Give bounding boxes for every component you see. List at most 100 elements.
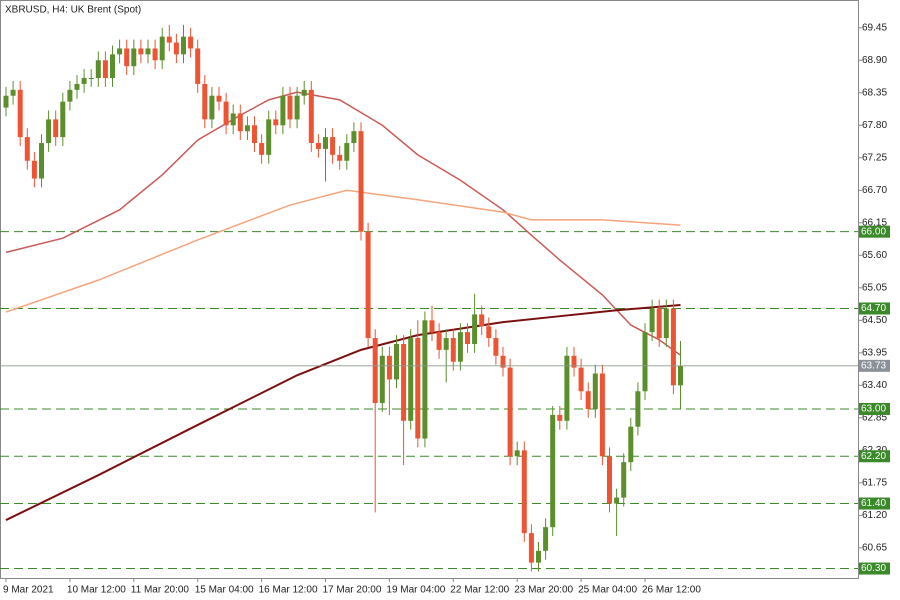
candle-body — [450, 338, 456, 362]
candle-body — [188, 36, 194, 49]
candle-body — [365, 231, 371, 339]
candle-body — [323, 137, 328, 149]
candle-body — [244, 125, 250, 132]
candle-body — [259, 143, 265, 155]
candle-body — [166, 36, 172, 43]
y-tick-label: 61.75 — [862, 477, 887, 488]
candle-body — [10, 89, 16, 96]
candle-body — [635, 391, 641, 427]
level-label-box — [859, 562, 890, 575]
candle-body — [88, 78, 94, 80]
candle-body — [429, 320, 435, 333]
candle-body — [599, 373, 605, 457]
candle-body — [273, 119, 279, 126]
x-tick-label: 25 Mar 04:00 — [578, 585, 637, 596]
level-label-box — [859, 225, 890, 238]
y-tick-label: 63.40 — [862, 380, 887, 391]
candle-body — [507, 367, 513, 457]
candle-body — [60, 101, 66, 138]
candle-body — [678, 365, 683, 386]
moving-average — [5, 189, 681, 313]
candle-body — [230, 113, 236, 126]
candle-body — [585, 391, 591, 409]
candle-body — [557, 414, 563, 421]
candle-body — [472, 314, 478, 344]
candle-body — [386, 355, 392, 380]
candle-body — [649, 308, 655, 333]
y-tick-label: 68.90 — [862, 55, 887, 66]
candle-body — [479, 314, 485, 327]
candle-body — [209, 95, 215, 120]
y-tick-label: 68.35 — [862, 87, 887, 98]
candle-body — [614, 497, 620, 504]
candle-body — [124, 48, 130, 67]
last-price-label: 63.73 — [861, 360, 886, 371]
y-tick-label: 65.60 — [862, 250, 887, 261]
level-label-box — [859, 497, 890, 510]
candle-body — [663, 308, 669, 339]
candle-body — [578, 367, 584, 392]
candle-body — [415, 338, 421, 439]
plot-border — [0, 0, 859, 579]
candle-body — [202, 83, 208, 120]
x-tick-label: 17 Mar 20:00 — [323, 585, 382, 596]
candle-body — [379, 355, 385, 404]
candle-body — [564, 355, 570, 421]
candle-body — [252, 125, 257, 144]
candle-body — [223, 101, 229, 126]
candle-body — [81, 78, 87, 84]
y-tick-label: 60.65 — [862, 542, 887, 553]
level-label-box — [859, 450, 890, 463]
candle-body — [607, 456, 612, 504]
candle-body — [280, 95, 286, 126]
candle-body — [31, 160, 37, 179]
y-tick-label: 64.50 — [862, 315, 887, 326]
candle-body — [422, 320, 428, 439]
level-label: 66.00 — [861, 226, 886, 237]
candle-body — [131, 48, 137, 67]
candle-body — [670, 308, 676, 386]
candle-body — [543, 527, 549, 551]
candle-body — [53, 119, 59, 138]
plot-area — [0, 24, 858, 572]
candle-body — [117, 48, 123, 55]
candle-body — [401, 343, 407, 421]
level-label: 61.40 — [861, 498, 886, 509]
x-tick-label: 9 Mar 2021 — [3, 585, 54, 596]
y-tick-label: 66.15 — [862, 217, 887, 228]
y-tick-label: 67.25 — [862, 152, 887, 163]
candle-body — [493, 338, 499, 356]
candle-body — [195, 48, 201, 84]
moving-average — [5, 91, 681, 356]
level-label: 64.70 — [861, 303, 886, 314]
candle-body — [39, 143, 44, 179]
moving-average — [5, 303, 681, 521]
candle-body — [287, 95, 293, 120]
candle-body — [145, 48, 151, 55]
y-tick-label: 61.20 — [862, 510, 887, 521]
candle-body — [138, 48, 144, 55]
candle-body — [358, 131, 364, 232]
candle-body — [465, 332, 470, 344]
candle-body — [337, 154, 343, 161]
y-tick-label: 62.85 — [862, 412, 887, 423]
x-tick-label: 11 Mar 20:00 — [131, 585, 190, 596]
candle-body — [521, 450, 527, 534]
candle-body — [330, 137, 336, 155]
candle-body — [95, 60, 101, 79]
candle-body — [443, 338, 449, 350]
x-tick-label: 19 Mar 04:00 — [386, 585, 445, 596]
candle-body — [301, 89, 307, 96]
candle-body — [294, 95, 300, 120]
candle-body — [436, 332, 442, 350]
x-tick-label: 22 Mar 12:00 — [450, 585, 509, 596]
candle-body — [408, 338, 414, 421]
candle-body — [536, 550, 541, 563]
candle-body — [315, 143, 321, 149]
y-tick-label: 63.95 — [862, 347, 887, 358]
candle-body — [351, 131, 357, 144]
candle-body — [344, 143, 350, 161]
candle-body — [102, 60, 108, 79]
